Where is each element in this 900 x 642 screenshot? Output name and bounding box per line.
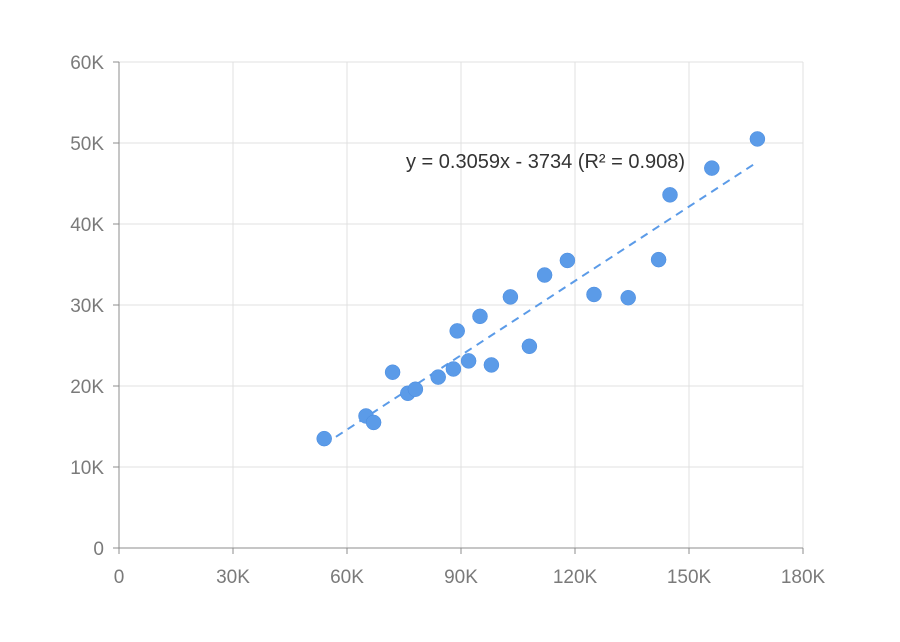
y-tick-label: 20K <box>70 377 104 398</box>
y-tick-label: 40K <box>70 215 104 236</box>
data-point <box>472 308 488 325</box>
data-point <box>749 131 766 147</box>
y-tick-label: 10K <box>70 458 104 479</box>
trendline-layer <box>323 161 758 446</box>
x-tick-label: 90K <box>444 567 478 588</box>
data-point <box>407 381 424 397</box>
data-point <box>460 353 477 369</box>
data-point <box>430 369 446 385</box>
data-point <box>502 289 519 305</box>
data-point <box>445 361 462 377</box>
x-axis-ticks: 0 30K 60K 90K 120K 150K 180K <box>114 548 826 588</box>
y-tick-label: 30K <box>70 296 104 317</box>
data-point <box>316 430 332 447</box>
trendline <box>323 161 758 446</box>
data-point <box>449 323 465 339</box>
data-points <box>316 131 766 447</box>
y-tick-label: 50K <box>70 134 104 155</box>
y-axis-ticks: 0 10K 20K 30K 40K 50K 60K <box>70 53 119 560</box>
data-point <box>483 357 500 373</box>
data-point <box>384 364 401 380</box>
data-point <box>704 160 720 176</box>
data-point <box>662 187 678 203</box>
x-tick-label: 150K <box>667 567 712 588</box>
x-tick-label: 30K <box>216 567 250 588</box>
data-point <box>365 414 382 431</box>
trendline-equation-label: y = 0.3059x - 3734 (R² = 0.908) <box>406 151 685 173</box>
grid <box>118 61 804 549</box>
data-point <box>559 252 576 269</box>
x-tick-label: 120K <box>553 567 598 588</box>
x-tick-label: 0 <box>114 567 125 588</box>
data-point <box>650 251 667 268</box>
data-point <box>586 286 602 303</box>
y-tick-label: 0 <box>93 539 104 560</box>
data-point <box>620 289 636 306</box>
data-point <box>521 338 538 355</box>
x-tick-label: 60K <box>330 567 364 588</box>
y-tick-label: 60K <box>70 53 104 74</box>
x-tick-label: 180K <box>781 567 826 588</box>
data-point <box>536 267 553 283</box>
